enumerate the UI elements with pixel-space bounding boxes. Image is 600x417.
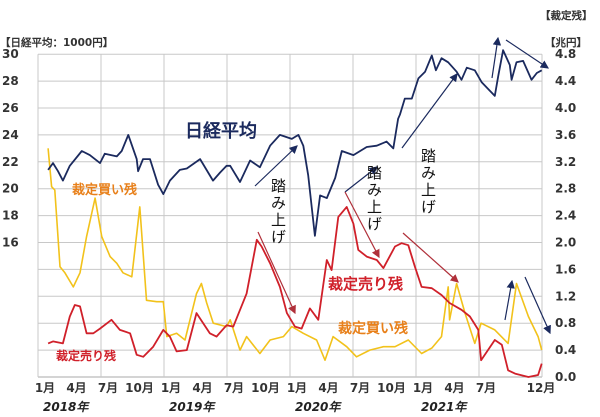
x-tick-label: 4月 xyxy=(192,381,212,395)
x-tick-label: 1月 xyxy=(35,381,55,395)
left-tick-label: 16 xyxy=(2,236,19,250)
annotation-squeeze-1: 踏み上げ xyxy=(269,178,287,246)
x-tick-label: 1月 xyxy=(413,381,433,395)
x-tick-label: 1月 xyxy=(287,381,307,395)
left-tick-label: 18 xyxy=(2,209,19,223)
year-label: 2018年 xyxy=(43,400,90,414)
left-tick-label: 30 xyxy=(2,47,19,61)
right-tick-label: 3.6 xyxy=(555,128,576,142)
gridlines xyxy=(37,53,543,378)
x-tick-label: 12月 xyxy=(527,381,556,395)
x-tick-label: 7月 xyxy=(350,381,370,395)
series-lines xyxy=(47,49,543,378)
right-tick-label: 2.4 xyxy=(555,209,576,223)
annotation-arrow xyxy=(254,145,298,187)
annotation-buy-1: 裁定買い残 xyxy=(72,183,138,198)
year-label: 2020年 xyxy=(295,400,342,414)
right-tick-label: 4.8 xyxy=(555,47,576,61)
series-line-sell xyxy=(47,205,543,378)
annotation-arrow xyxy=(504,279,515,321)
right-tick-label: 0.0 xyxy=(555,370,576,384)
axis-labels: 【日経平均：1000円】 【裁定残】 【兆円】 4.8 4.4 4.0 3.6 3.2 2… xyxy=(0,9,593,414)
left-tick-label: 24 xyxy=(2,128,19,142)
x-tick-label: 4月 xyxy=(318,381,338,395)
right-tick-label: 4.4 xyxy=(555,74,576,88)
year-label: 2021年 xyxy=(421,400,468,414)
x-tick-label: 4月 xyxy=(66,381,86,395)
annotation-arrow xyxy=(401,73,458,149)
x-tick-label: 10月 xyxy=(125,381,154,395)
left-axis-label: 【日経平均：1000円】 xyxy=(0,36,113,49)
right-tick-label: 4.0 xyxy=(555,101,576,115)
right-tick-label: 3.2 xyxy=(555,155,576,169)
annotation-arrow xyxy=(344,191,380,259)
series-line-nikkei xyxy=(47,49,543,237)
annotation-arrow xyxy=(402,232,459,283)
x-tick-label: 7月 xyxy=(98,381,118,395)
annotation-arrows xyxy=(254,36,551,335)
annotation-squeeze-2: 踏み上げ xyxy=(365,165,383,233)
annotation-nikkei: 日経平均 xyxy=(185,121,257,142)
annotation-buy-2: 裁定買い残 xyxy=(338,321,408,337)
left-tick-label: 28 xyxy=(2,74,19,88)
x-tick-label: 7月 xyxy=(224,381,244,395)
annotation-sell-2: 裁定売り残 xyxy=(328,275,404,293)
right-axis-label-1: 【裁定残】 xyxy=(540,9,593,22)
x-tick-label: 10月 xyxy=(251,381,280,395)
right-tick-label: 0.4 xyxy=(555,343,576,357)
x-tick-label: 4月 xyxy=(444,381,464,395)
right-tick-label: 1.2 xyxy=(555,289,576,303)
annotation-sell-1: 裁定売り残 xyxy=(56,349,117,363)
right-tick-label: 2.0 xyxy=(555,236,576,250)
annotation-arrow xyxy=(344,166,378,193)
left-tick-label: 22 xyxy=(2,155,19,169)
x-tick-label: 1月 xyxy=(161,381,181,395)
right-tick-label: 2.8 xyxy=(555,182,576,196)
right-tick-label: 1.6 xyxy=(555,262,576,276)
annotation-arrow xyxy=(505,39,549,69)
annotation-arrow xyxy=(524,276,551,335)
annotation-arrow xyxy=(257,231,296,315)
left-tick-label: 26 xyxy=(2,101,19,115)
annotation-squeeze-3: 踏み上げ xyxy=(419,148,437,216)
right-tick-label: 0.8 xyxy=(555,316,576,330)
left-tick-label: 20 xyxy=(2,182,19,196)
x-tick-label: 10月 xyxy=(377,381,406,395)
annotation-arrow xyxy=(491,36,502,79)
right-axis-label-2: 【兆円】 xyxy=(545,36,587,49)
x-tick-label: 7月 xyxy=(476,381,496,395)
series-line-buy xyxy=(47,148,543,362)
year-label: 2019年 xyxy=(169,400,216,414)
